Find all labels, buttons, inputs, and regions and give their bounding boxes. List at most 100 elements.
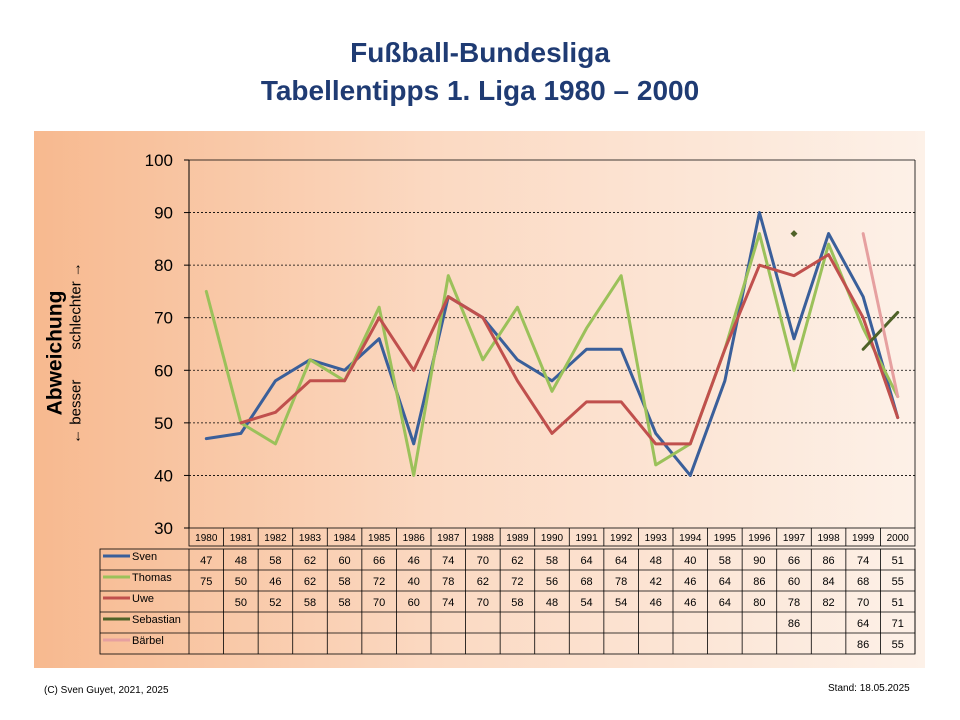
table-cell-value: 58: [269, 555, 281, 567]
year-label: 1981: [230, 533, 253, 544]
year-label: 1989: [506, 533, 529, 544]
table-cell-value: 80: [753, 597, 765, 609]
year-label: 1986: [403, 533, 426, 544]
year-label: 1999: [852, 533, 875, 544]
table-cell-value: 86: [857, 639, 869, 651]
table-row-thomas: Thomas 75 50 46 62 58 72 40 78 62 72 56 68 78 42 46 64 86…: [100, 569, 915, 588]
table-cell-value: 58: [338, 597, 350, 609]
year-label: 1992: [610, 533, 633, 544]
series-bärbel: [861, 232, 900, 399]
table-cell-value: 62: [477, 576, 489, 588]
table-cell-value: 40: [408, 576, 420, 588]
year-label: 1990: [541, 533, 564, 544]
year-label: 1993: [645, 533, 668, 544]
table-cell-value: 46: [684, 597, 696, 609]
year-label: 1984: [333, 533, 356, 544]
year-label: 1985: [368, 533, 391, 544]
y-tick-label: 90: [154, 204, 173, 223]
table-cell-value: 74: [857, 555, 869, 567]
date-note: Stand: 18.05.2025: [828, 683, 910, 694]
year-label: 1997: [783, 533, 806, 544]
table-cell-value: 58: [719, 555, 731, 567]
year-label: 1995: [714, 533, 737, 544]
year-label: 1994: [679, 533, 702, 544]
chart-title: Fußball-Bundesliga Tabellentipps 1. Liga…: [0, 34, 960, 110]
table-cell-value: 70: [373, 597, 385, 609]
table-cell-value: 74: [442, 597, 454, 609]
table-cell-value: 62: [304, 555, 316, 567]
table-cell-value: 82: [822, 597, 834, 609]
series-line: [861, 310, 900, 351]
data-table: 1980 1981 1982 1983 1984 1985 1986 1987 1988 1989…: [99, 527, 916, 655]
table-cell-value: 66: [373, 555, 385, 567]
year-label: 1991: [575, 533, 598, 544]
copyright-note: (C) Sven Guyet, 2021, 2025: [44, 685, 169, 696]
table-cell-value: 60: [338, 555, 350, 567]
y-axis: 30 40 50 60 70 80 90 100: [145, 151, 916, 538]
table-cell-value: 64: [857, 618, 869, 630]
table-cell-value: 86: [753, 576, 765, 588]
table-cell-value: 52: [269, 597, 281, 609]
legend-label: Sebastian: [132, 614, 181, 626]
table-cell-value: 46: [650, 597, 662, 609]
series-line: [239, 253, 900, 446]
table-cell-value: 56: [546, 576, 558, 588]
year-label: 1980: [195, 533, 218, 544]
year-label: 1996: [748, 533, 771, 544]
year-label: 1987: [437, 533, 460, 544]
table-cell-value: 48: [650, 555, 662, 567]
table-cell-value: 86: [822, 555, 834, 567]
table-cell-value: 68: [857, 576, 869, 588]
table-cell-value: 72: [511, 576, 523, 588]
table-cell-value: 40: [684, 555, 696, 567]
table-row-bärbel: Bärbel 86 55: [100, 632, 915, 651]
table-year-row: 1980 1981 1982 1983 1984 1985 1986 1987 1988 1989…: [188, 527, 916, 547]
series-line: [204, 232, 900, 477]
table-cell-value: 50: [235, 576, 247, 588]
table-cell-value: 46: [684, 576, 696, 588]
table-cell-value: 55: [892, 576, 904, 588]
table-cell-value: 72: [373, 576, 385, 588]
year-label: 2000: [887, 533, 910, 544]
table-cell-value: 66: [788, 555, 800, 567]
series-sven: [204, 211, 900, 477]
series-line: [861, 232, 900, 399]
table-cell-value: 64: [615, 555, 627, 567]
legend-label: Thomas: [132, 572, 172, 584]
table-cell-value: 62: [511, 555, 523, 567]
table-row-sebastian: Sebastian 86 64 71: [100, 611, 915, 630]
series-sebastian: [790, 230, 900, 351]
table-cell-value: 60: [408, 597, 420, 609]
table-cell-value: 58: [338, 576, 350, 588]
table-cell-value: 86: [788, 618, 800, 630]
table-cell-value: 84: [822, 576, 834, 588]
table-cell-value: 78: [442, 576, 454, 588]
year-label: 1983: [299, 533, 322, 544]
table-cell-value: 48: [235, 555, 247, 567]
table-cell-value: 62: [304, 576, 316, 588]
table-cell-value: 48: [546, 597, 558, 609]
legend-label: Uwe: [132, 593, 154, 605]
table-cell-value: 64: [719, 576, 731, 588]
y-tick-label: 60: [154, 361, 173, 380]
y-axis-title: Abweichung: [43, 290, 67, 416]
table-cell-value: 42: [650, 576, 662, 588]
table-cell-value: 51: [892, 597, 904, 609]
table-cell-value: 78: [788, 597, 800, 609]
series-point-marker: [790, 230, 798, 238]
table-cell-value: 90: [753, 555, 765, 567]
table-cell-value: 75: [200, 576, 212, 588]
y-tick-label: 70: [154, 309, 173, 328]
title-line-2: Tabellentipps 1. Liga 1980 – 2000: [260, 75, 700, 106]
table-cell-value: 50: [235, 597, 247, 609]
table-row-uwe: Uwe 50 52 58 58 70 60 74 70 58 48 54 54 46 46 64 80 78 82 7…: [100, 590, 915, 609]
y-axis-better-label: ← besser: [67, 379, 85, 444]
table-cell-value: 64: [719, 597, 731, 609]
table-cell-value: 46: [408, 555, 420, 567]
legend-label: Bärbel: [132, 635, 164, 647]
y-tick-label: 80: [154, 256, 173, 275]
series-thomas: [204, 232, 900, 477]
table-cell-value: 58: [511, 597, 523, 609]
table-cell-value: 74: [442, 555, 454, 567]
